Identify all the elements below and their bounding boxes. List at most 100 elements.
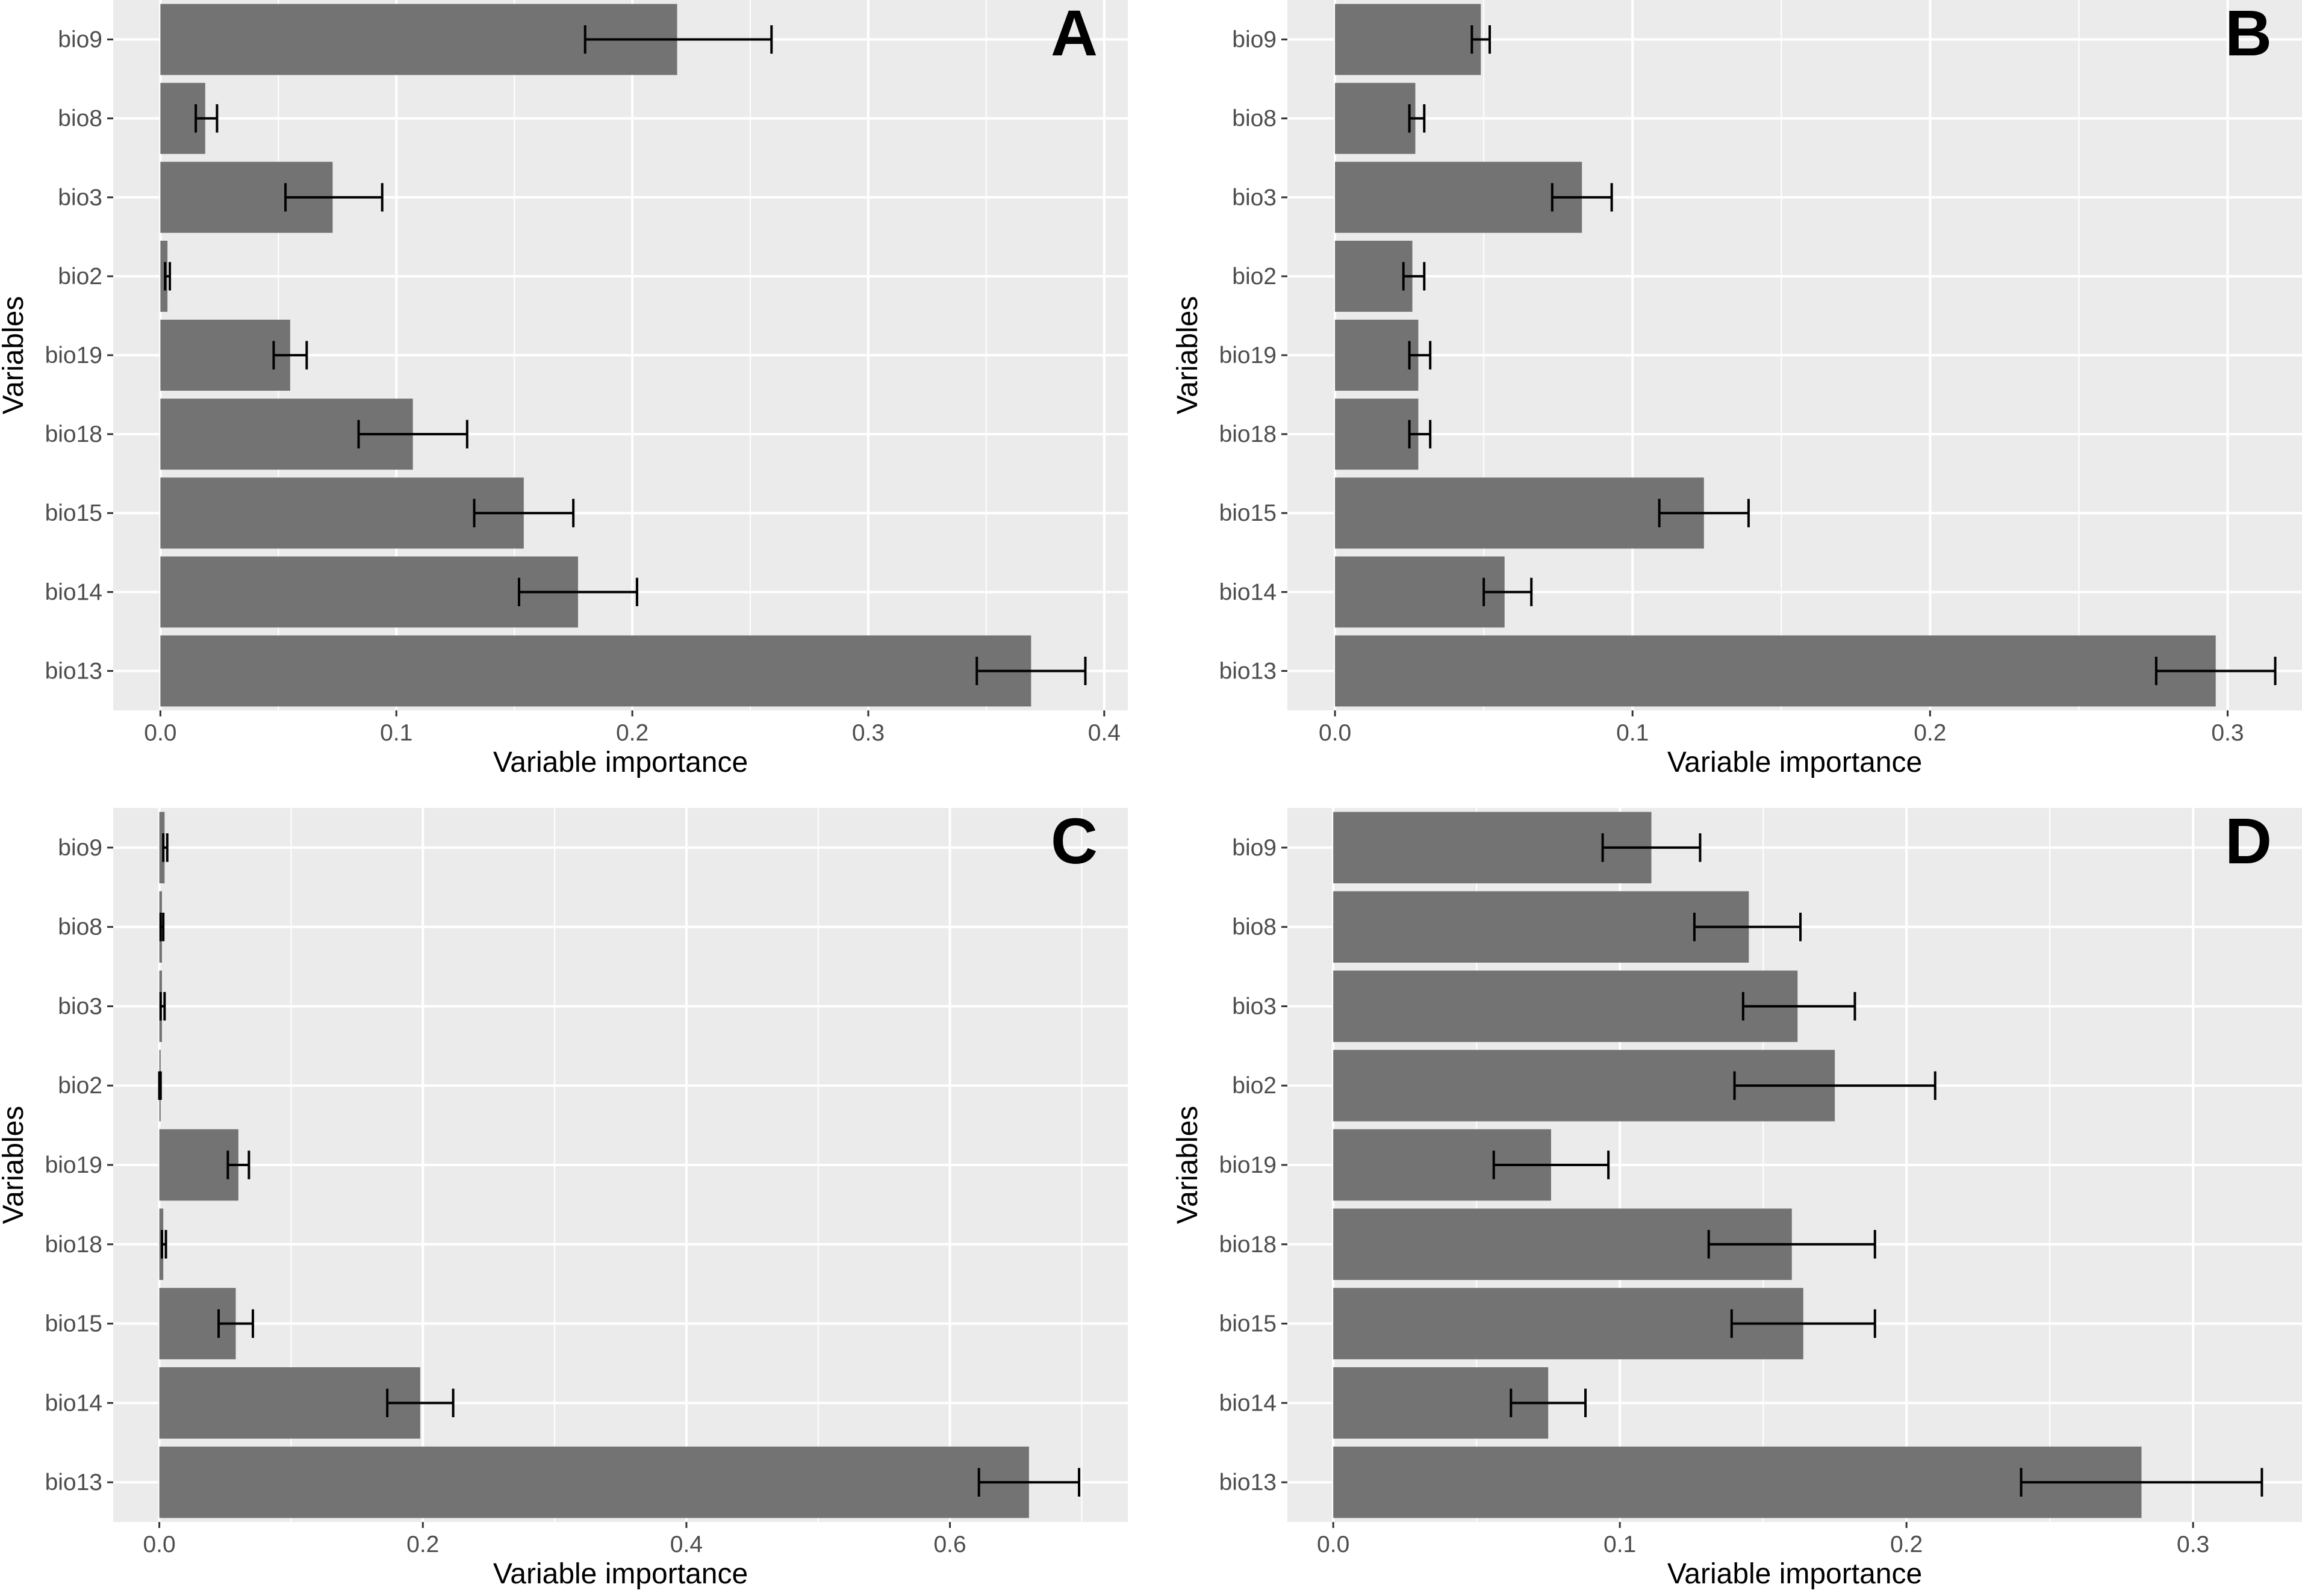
panel-b-ytick-label-bio18: bio18 <box>1219 421 1277 447</box>
panel-b-errorbar-bio9 <box>1470 25 1492 54</box>
panel-c-errorbar-bio14 <box>386 1388 455 1418</box>
panel-c-errorbar-bio9 <box>162 833 169 862</box>
panel-d-xtick-label: 0.2 <box>1890 1532 1923 1557</box>
panel-a-errorbar-bio13 <box>975 656 1087 686</box>
panel-c-ytick-label-bio3: bio3 <box>58 993 102 1019</box>
panel-b-errorbar-bio19 <box>1408 341 1432 370</box>
panel-d-ytick-label-bio14: bio14 <box>1219 1390 1277 1416</box>
panel-a-bar-bio19 <box>160 320 290 391</box>
panel-b-xtick-label: 0.2 <box>1914 720 1946 746</box>
panel-a-errorbar-bio15 <box>473 498 575 527</box>
panel-b-ytick-label-bio9: bio9 <box>1232 27 1277 53</box>
panel-b-errorbar-bio15 <box>1658 498 1750 527</box>
panel-a-ytick-label-bio14: bio14 <box>45 579 102 605</box>
panel-d-errorbar-bio19 <box>1492 1150 1610 1179</box>
panel-b-ytick-label-bio15: bio15 <box>1219 500 1277 526</box>
panel-c-errorbar-bio18 <box>160 1230 167 1259</box>
panel-b-errorbar-bio8 <box>1408 104 1426 133</box>
panel-d-errorbar-bio15 <box>1730 1309 1876 1338</box>
panel-a-ytick-label-bio9: bio9 <box>58 27 102 53</box>
panel-d-errorbar-bio14 <box>1510 1388 1587 1418</box>
panel-c-label: C <box>1051 804 1098 877</box>
panel-d-ytick-label-bio15: bio15 <box>1219 1311 1277 1337</box>
panel-c-errorbar-bio15 <box>217 1309 254 1338</box>
panel-d-label: D <box>2225 804 2272 877</box>
panel-a-bar-bio14 <box>160 556 578 628</box>
panel-a-xtick-label: 0.1 <box>380 720 412 746</box>
panel-c-ytick-label-bio9: bio9 <box>58 835 102 861</box>
panel-c: bio9 bio8 bio3 bio2 bio19 bio18 bio15 bio14 bio1… <box>0 804 1128 1590</box>
panel-b-ytick-label-bio14: bio14 <box>1219 579 1277 605</box>
panel-d-errorbar-bio13 <box>2020 1468 2263 1497</box>
panel-a-xtick-label: 0.4 <box>1088 720 1121 746</box>
panel-a-ytick-label-bio2: bio2 <box>58 264 102 290</box>
panel-c-ytick-label-bio8: bio8 <box>58 914 102 940</box>
panel-a-y-axis-title: Variables <box>0 296 30 415</box>
panel-d-errorbar-bio3 <box>1741 992 1856 1021</box>
panel-d-ytick-label-bio18: bio18 <box>1219 1232 1277 1258</box>
panel-d-ytick-label-bio13: bio13 <box>1219 1470 1277 1495</box>
panel-b-ytick-label-bio3: bio3 <box>1232 185 1277 211</box>
panel-a-ytick-label-bio13: bio13 <box>45 658 102 684</box>
panel-c-errorbar-bio2 <box>158 1071 162 1100</box>
panel-b-y-axis-title: Variables <box>1172 296 1204 415</box>
panel-d-bar-bio9 <box>1333 812 1652 884</box>
panel-d-bar-bio8 <box>1333 891 1749 963</box>
panel-a: bio9 bio8 bio3 bio2 bio19 bio18 bio15 bio14 bio1… <box>0 0 1128 778</box>
panel-a-errorbar-bio9 <box>583 25 773 54</box>
panel-c-bar-bio19 <box>159 1129 238 1201</box>
panel-b-bar-bio9 <box>1335 4 1481 75</box>
panel-a-ytick-label-bio15: bio15 <box>45 500 102 526</box>
panel-d-xtick-label: 0.3 <box>2177 1532 2209 1557</box>
panel-d-errorbar-bio9 <box>1601 833 1702 862</box>
panel-a-label: A <box>1051 0 1098 69</box>
panel-d-errorbar-bio18 <box>1707 1230 1876 1259</box>
panel-d-bar-bio15 <box>1333 1288 1803 1359</box>
panel-a-errorbar-bio18 <box>357 420 468 449</box>
panel-b-bar-bio18 <box>1335 399 1419 470</box>
panel-b-errorbar-bio13 <box>2154 656 2277 686</box>
panel-d-bar-bio3 <box>1333 970 1798 1042</box>
panel-b-ytick-label-bio19: bio19 <box>1219 343 1277 368</box>
panel-a-ytick-label-bio19: bio19 <box>45 343 102 368</box>
panel-d: bio9 bio8 bio3 bio2 bio19 bio18 bio15 bio14 bio1… <box>1172 804 2302 1590</box>
panel-c-xtick-label: 0.6 <box>933 1532 966 1557</box>
panel-c-errorbar-bio3 <box>159 992 166 1021</box>
panel-b-bar-bio15 <box>1335 477 1704 549</box>
panel-c-ytick-label-bio15: bio15 <box>45 1311 102 1337</box>
panel-d-ytick-label-bio9: bio9 <box>1232 835 1277 861</box>
panel-b-xtick-label: 0.3 <box>2211 720 2244 746</box>
panel-d-x-axis-title: Variable importance <box>1667 1558 1922 1590</box>
panel-b-errorbar-bio2 <box>1402 262 1426 291</box>
panel-b-label: B <box>2225 0 2272 69</box>
panel-b-bar-bio8 <box>1335 82 1416 154</box>
panel-b-x-axis-title: Variable importance <box>1667 747 1922 778</box>
panel-b-errorbar-bio18 <box>1408 420 1432 449</box>
panel-c-ytick-label-bio14: bio14 <box>45 1390 102 1416</box>
panel-d-ytick-label-bio3: bio3 <box>1232 993 1277 1019</box>
panel-a-errorbar-bio2 <box>164 262 172 291</box>
panel-c-ytick-label-bio13: bio13 <box>45 1470 102 1495</box>
panel-c-errorbar-bio19 <box>226 1150 250 1179</box>
panel-b-errorbar-bio14 <box>1482 577 1533 606</box>
panel-a-errorbar-bio14 <box>518 577 638 606</box>
panel-a-ytick-label-bio3: bio3 <box>58 185 102 211</box>
panel-a-errorbar-bio3 <box>284 183 384 212</box>
panel-c-xtick-label: 0.4 <box>670 1532 703 1557</box>
panel-c-bar-bio13 <box>159 1446 1029 1518</box>
panel-a-xtick-label: 0.0 <box>144 720 176 746</box>
panel-c-y-axis-title: Variables <box>0 1106 30 1225</box>
panel-a-ytick-label-bio8: bio8 <box>58 106 102 132</box>
panel-d-xtick-label: 0.0 <box>1317 1532 1349 1557</box>
panel-c-bar-bio14 <box>159 1367 420 1439</box>
panel-d-errorbar-bio8 <box>1693 912 1802 942</box>
panel-b-xtick-label: 0.1 <box>1616 720 1649 746</box>
panel-d-xtick-label: 0.1 <box>1604 1532 1636 1557</box>
panel-a-ytick-label-bio18: bio18 <box>45 421 102 447</box>
panel-a-errorbar-bio8 <box>194 104 219 133</box>
panel-c-x-axis-title: Variable importance <box>493 1558 748 1590</box>
panel-d-ytick-label-bio2: bio2 <box>1232 1073 1277 1099</box>
panel-a-errorbar-bio19 <box>272 341 308 370</box>
panel-b-bar-bio3 <box>1335 161 1582 233</box>
